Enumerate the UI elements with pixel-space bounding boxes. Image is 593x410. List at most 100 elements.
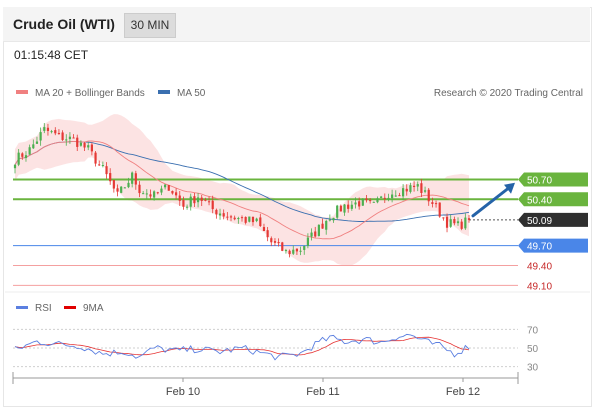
candle-body	[109, 173, 112, 182]
candle-body	[332, 217, 335, 221]
candle-body	[13, 164, 17, 169]
rsi-tick-label: 50	[527, 344, 539, 355]
candle-body	[358, 201, 361, 207]
candle-body	[420, 183, 423, 193]
candle-body	[273, 241, 277, 243]
ma50-legend-swatch	[158, 90, 170, 94]
candle-body	[409, 185, 412, 192]
candle-body	[160, 188, 163, 193]
candle-body	[350, 204, 353, 209]
candle-body	[76, 137, 79, 147]
candle-body	[401, 188, 405, 197]
candle-body	[127, 182, 130, 188]
candle-body	[398, 195, 401, 197]
candle-body	[431, 202, 434, 204]
rsi-ma-legend-label: 9MA	[83, 303, 104, 314]
candle-body	[255, 218, 258, 222]
candle-body	[131, 172, 134, 184]
candle-body	[196, 197, 200, 203]
candle-body	[277, 242, 280, 244]
level-tag-50.40	[518, 192, 588, 207]
candle-body	[79, 142, 83, 146]
candle-body	[314, 231, 317, 237]
candle-body	[90, 144, 93, 152]
timeframe-button[interactable]: 30 MIN	[124, 13, 176, 38]
rsi-legend-label: RSI	[35, 303, 52, 314]
ma50-line	[14, 140, 470, 222]
candle-body	[281, 242, 284, 251]
candle-body	[215, 209, 218, 215]
candle-body	[229, 216, 233, 218]
candle-body	[453, 219, 456, 224]
candle-body	[328, 219, 331, 221]
candle-body	[237, 218, 240, 220]
rsi-line	[14, 333, 470, 361]
candle-body	[120, 186, 123, 193]
candle-body	[21, 153, 24, 157]
candle-body	[178, 195, 181, 201]
candle-body	[467, 218, 471, 220]
candle-body	[28, 147, 31, 155]
candle-body	[295, 248, 299, 252]
candle-body	[193, 196, 196, 204]
candle-body	[138, 184, 141, 194]
candle-body	[134, 173, 137, 185]
candle-body	[449, 219, 452, 227]
candle-body	[87, 145, 90, 148]
candle-body	[325, 220, 328, 230]
instrument-title: Crude Oil (WTI)	[13, 16, 115, 32]
candle-body	[171, 190, 174, 194]
candle-body	[46, 127, 50, 131]
candle-body	[336, 205, 339, 218]
candle-body	[145, 193, 148, 195]
projection-arrow-shaft	[471, 186, 511, 218]
candle-body	[72, 137, 75, 139]
candle-body	[456, 221, 460, 224]
candle-body	[43, 127, 46, 131]
x-tick-label: Feb 11	[306, 386, 339, 398]
ma20-legend-swatch	[16, 90, 28, 94]
candle-body	[189, 196, 192, 207]
candle-body	[101, 165, 104, 167]
candle-body	[153, 191, 156, 198]
candle-body	[412, 185, 416, 188]
candle-body	[321, 223, 324, 229]
candle-body	[233, 217, 236, 220]
candle-body	[251, 216, 255, 223]
candle-body	[156, 192, 159, 194]
candle-body	[68, 136, 72, 140]
research-credit: Research © 2020 Trading Central	[434, 88, 583, 99]
candle-body	[39, 132, 42, 141]
candle-body	[54, 130, 57, 134]
candle-body	[200, 197, 203, 201]
candle-body	[24, 155, 28, 159]
level-tag-label-50.09: 50.09	[527, 216, 552, 227]
candle-body	[207, 201, 211, 203]
candle-body	[218, 213, 222, 216]
candle-body	[416, 184, 419, 187]
rsi-ma-line	[14, 336, 470, 356]
rsi-tick-label: 70	[527, 325, 539, 336]
candle-body	[445, 216, 449, 228]
candle-body	[310, 232, 313, 237]
candle-body	[98, 164, 101, 166]
candle-body	[369, 200, 372, 202]
candle-body	[306, 237, 310, 246]
candle-body	[405, 188, 408, 192]
level-tag-49.70	[518, 238, 588, 253]
candle-body	[61, 132, 64, 140]
chart-header	[3, 7, 590, 42]
candle-body	[105, 166, 108, 175]
candle-body	[174, 192, 178, 196]
candle-body	[248, 216, 251, 222]
candle-body	[391, 194, 394, 199]
candle-body	[266, 230, 269, 238]
ma20-legend-label: MA 20 + Bollinger Bands	[35, 88, 145, 99]
candle-body	[299, 250, 302, 252]
level-label-49.10: 49.10	[527, 281, 552, 292]
candle-body	[442, 217, 445, 219]
candle-body	[57, 132, 61, 134]
ma20-line	[14, 140, 470, 240]
candle-body	[339, 205, 342, 212]
